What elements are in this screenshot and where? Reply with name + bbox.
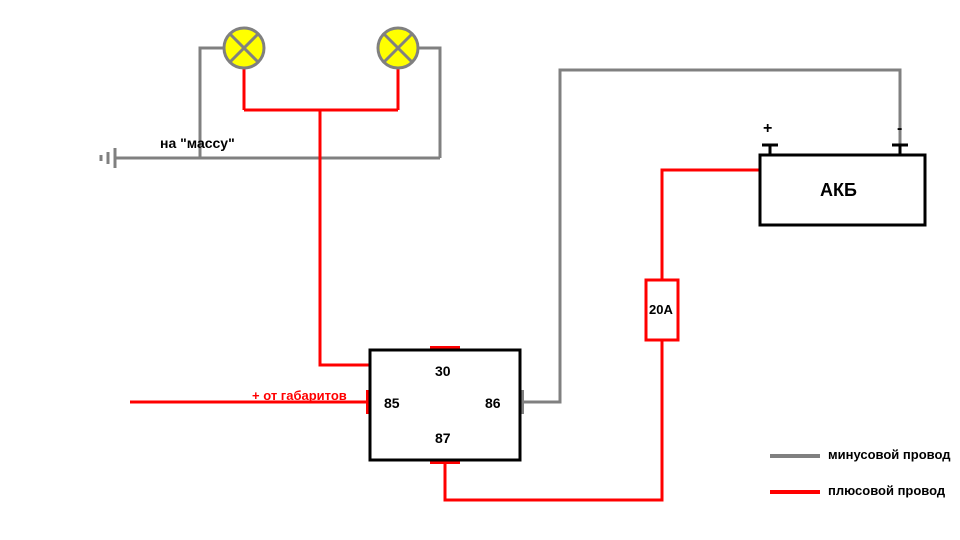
relay-pin-87-label: 87: [435, 430, 451, 446]
minus-wire-battery-to-relay: [522, 70, 900, 402]
battery-label: АКБ: [820, 180, 857, 201]
ground-symbol: [101, 148, 115, 168]
battery-minus-label: -: [897, 120, 902, 138]
legend-minus-text: минусовой провод: [828, 447, 950, 462]
plus-wire-bus-to-relay30: [320, 110, 445, 365]
source-label: + от габаритов: [252, 388, 347, 403]
legend-plus-text: плюсовой провод: [828, 483, 945, 498]
lamp-right: [378, 28, 418, 68]
relay-pin-86-label: 86: [485, 395, 501, 411]
plus-wire-fuse-to-battery: [662, 150, 770, 280]
wiring-diagram: [0, 0, 960, 540]
fuse-label: 20A: [649, 302, 673, 317]
ground-label: на "массу": [160, 135, 235, 151]
relay-pin-85-label: 85: [384, 395, 400, 411]
lamp-left: [224, 28, 264, 68]
relay-pin-30-label: 30: [435, 363, 451, 379]
battery-plus-label: +: [763, 120, 772, 138]
minus-wire-lamp-right: [419, 48, 440, 158]
